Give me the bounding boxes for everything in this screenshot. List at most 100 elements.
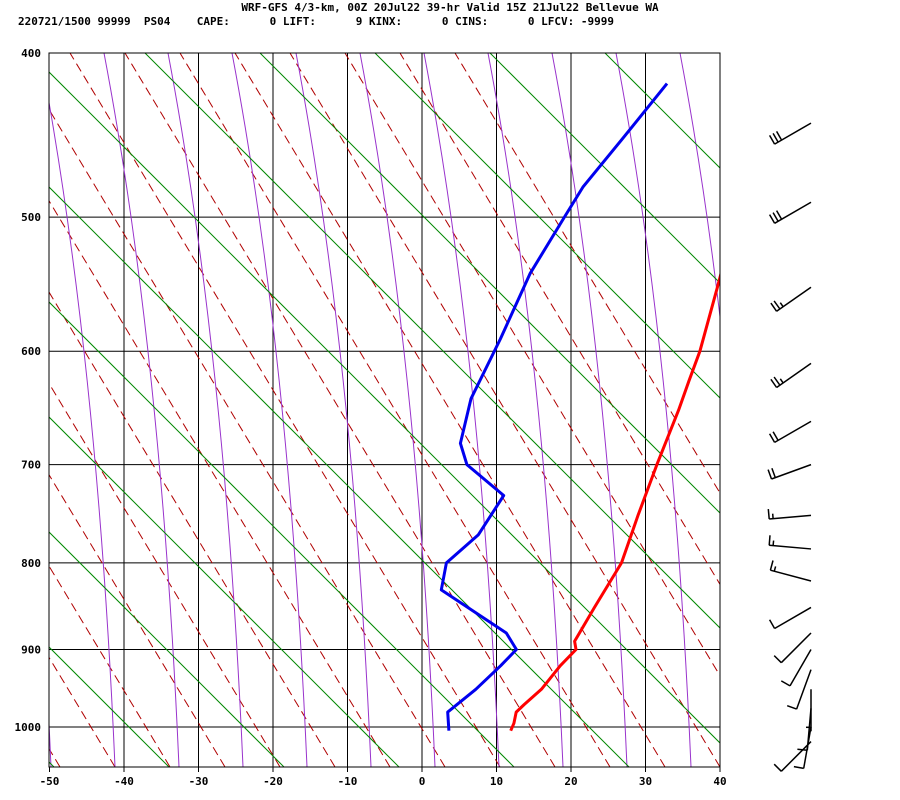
wind-barb-flag bbox=[768, 135, 776, 145]
wind-barb-flag bbox=[772, 212, 779, 222]
mixing-ratio-line bbox=[49, 416, 400, 767]
moist-adiabat bbox=[49, 713, 52, 767]
mixing-ratio-line bbox=[489, 53, 720, 284]
mixing-ratio-line bbox=[49, 646, 170, 767]
dry-adiabat bbox=[399, 53, 720, 586]
moist-adiabat bbox=[808, 53, 883, 767]
wind-barb-flag bbox=[772, 133, 779, 143]
wind-barb-staff bbox=[789, 649, 812, 687]
dry-adiabats bbox=[49, 53, 720, 767]
wind-barb-flag bbox=[780, 680, 791, 687]
moist-adiabat bbox=[423, 53, 500, 767]
dry-adiabat bbox=[69, 53, 501, 767]
mixing-ratio-line bbox=[49, 71, 720, 744]
temperature-line bbox=[509, 271, 720, 732]
moist-adiabat bbox=[615, 53, 692, 767]
wind-barb bbox=[768, 201, 812, 224]
dry-adiabat bbox=[124, 53, 556, 767]
wind-barb-staff bbox=[770, 569, 812, 582]
wind-barb-flag bbox=[768, 619, 776, 629]
wind-barb-staff bbox=[780, 632, 812, 664]
y-tick-label: 700 bbox=[21, 459, 41, 472]
wind-barb-staff bbox=[774, 606, 812, 630]
wind-barb-staff bbox=[769, 514, 812, 520]
wind-barb-flag bbox=[773, 376, 781, 386]
wind-barb bbox=[773, 741, 812, 772]
mixing-ratio-line bbox=[604, 53, 720, 169]
wind-barb-flag bbox=[768, 433, 776, 443]
wind-barb-flag bbox=[773, 300, 781, 310]
wind-barb-staff bbox=[769, 544, 812, 550]
moist-adiabat bbox=[231, 53, 308, 767]
moist-adiabat bbox=[295, 53, 372, 767]
series-lines bbox=[439, 82, 720, 732]
x-tick-label: 0 bbox=[419, 775, 426, 788]
moist-adiabat bbox=[487, 53, 564, 767]
chart-title: WRF-GFS 4/3-km, 00Z 20Jul22 39-hr Valid … bbox=[241, 1, 659, 14]
moist-adiabat bbox=[551, 53, 628, 767]
dry-adiabat bbox=[289, 53, 720, 767]
wind-barb-flag bbox=[769, 560, 774, 571]
mixing-ratio-line bbox=[49, 761, 55, 767]
wind-barb-flag bbox=[770, 302, 778, 312]
wind-barb-half-flag bbox=[779, 302, 784, 308]
wind-barb bbox=[786, 669, 812, 710]
wind-barb-staff bbox=[774, 122, 812, 145]
y-tick-label: 900 bbox=[21, 643, 41, 656]
wind-barb bbox=[793, 726, 812, 770]
wind-barb-flag bbox=[793, 765, 804, 770]
x-tick-label: 10 bbox=[490, 775, 503, 788]
wind-barb bbox=[770, 286, 812, 312]
wind-barb-staff bbox=[776, 286, 812, 312]
wind-barb bbox=[767, 463, 812, 480]
wind-barb-flag bbox=[768, 535, 771, 546]
moist-adiabat bbox=[679, 53, 720, 321]
wind-barb bbox=[768, 122, 812, 145]
wind-barb bbox=[768, 420, 812, 444]
wind-barb-half-flag bbox=[772, 540, 775, 546]
moist-adiabats bbox=[49, 53, 883, 767]
mixing-ratio-line bbox=[719, 53, 720, 54]
wind-barb bbox=[768, 535, 812, 550]
dry-adiabat bbox=[49, 565, 171, 767]
moist-adiabat bbox=[359, 53, 436, 767]
dry-adiabat bbox=[49, 108, 446, 767]
dry-adiabat bbox=[234, 53, 666, 767]
moist-adiabat bbox=[167, 53, 244, 767]
x-axis-ticks: -50 -40 -30 -20 -10 0 10 20 30 40 bbox=[40, 767, 727, 788]
wind-barb-staff bbox=[774, 201, 812, 224]
wind-barb-staff bbox=[795, 669, 812, 710]
dry-adiabat bbox=[49, 473, 226, 767]
x-tick-label: -10 bbox=[338, 775, 358, 788]
plot-frame bbox=[48, 52, 721, 768]
dry-adiabat bbox=[49, 291, 336, 767]
grid bbox=[49, 52, 720, 767]
y-tick-label: 800 bbox=[21, 557, 41, 570]
dewpoint-line bbox=[439, 82, 669, 731]
x-tick-label: 30 bbox=[639, 775, 652, 788]
moist-adiabat bbox=[103, 53, 180, 767]
wind-barb-flag bbox=[768, 214, 776, 224]
mixing-ratio-line bbox=[259, 53, 720, 514]
x-tick-label: -20 bbox=[263, 775, 283, 788]
wind-barb bbox=[770, 362, 812, 389]
wind-barb-half-flag bbox=[779, 378, 784, 384]
wind-barb bbox=[769, 560, 812, 582]
y-axis-ticks: 400 500 600 700 800 900 1000 bbox=[15, 47, 42, 734]
wind-barb-flag bbox=[771, 467, 777, 478]
wind-barb-flag bbox=[773, 655, 782, 664]
wind-barb bbox=[780, 649, 812, 687]
wind-barb bbox=[768, 606, 812, 630]
mixing-ratio-line bbox=[49, 186, 630, 767]
wind-barb-staff bbox=[771, 463, 812, 480]
y-tick-label: 400 bbox=[21, 47, 41, 60]
x-tick-label: -50 bbox=[40, 775, 60, 788]
wind-barb bbox=[773, 632, 812, 664]
mixing-ratio-line bbox=[374, 53, 720, 399]
wind-barb-flag bbox=[772, 431, 779, 441]
wind-barb-staff bbox=[802, 726, 812, 769]
wind-barb-flag bbox=[767, 509, 770, 520]
x-tick-label: 40 bbox=[713, 775, 726, 788]
